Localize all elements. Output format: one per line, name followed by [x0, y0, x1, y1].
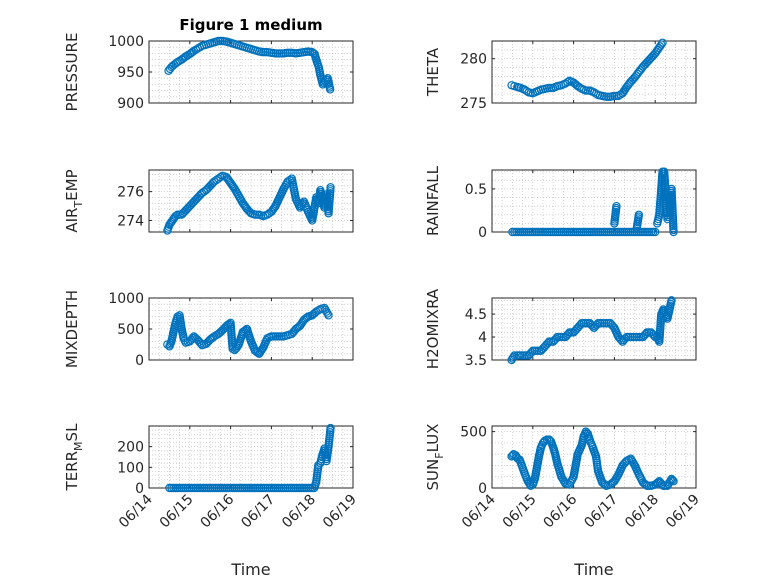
data-point: [651, 227, 660, 237]
y-tick-label: 0.5: [465, 182, 487, 198]
y-tick-label: 276: [117, 185, 144, 201]
y-tick-label: 280: [460, 52, 487, 68]
axes-box: [491, 425, 697, 489]
y-tick-label: 900: [117, 96, 144, 112]
data-point: [669, 477, 678, 486]
data-point: [669, 227, 678, 237]
y-tick-label: 274: [117, 213, 144, 229]
x-tick-label: 06/16: [198, 491, 238, 531]
y-tick-label: 4: [478, 330, 487, 346]
data-point: [191, 45, 201, 54]
data-point: [658, 38, 667, 47]
series-markers: [507, 296, 676, 365]
x-tick-label: 06/14: [116, 491, 156, 531]
data-point: [667, 474, 676, 484]
y-tick-label: 3.5: [465, 353, 487, 369]
figure-title: Figure 1 medium: [179, 16, 322, 34]
x-tick-label: 06/17: [581, 492, 621, 532]
subplot-rainfall: 0 0.5 RAINFALL: [424, 165, 697, 241]
data-point: [657, 40, 666, 49]
xlabel-right: Time: [573, 560, 613, 579]
series-markers: [508, 167, 678, 237]
x-tick-label: 06/19: [320, 492, 360, 532]
subplot-mixdepth: 0 500 1000 MIXDEPTH: [63, 290, 354, 369]
x-tick-label: 06/18: [622, 492, 662, 532]
subplot-sun: 0 500 06/14 06/15 06/16 06/17 06/18 06/19 SUNFLU…: [424, 424, 703, 532]
y-tick-label: 275: [460, 96, 487, 112]
y-axis-label: PRESSURE: [63, 33, 81, 112]
y-tick-label: 500: [117, 322, 144, 338]
x-tick-label: 06/18: [279, 492, 319, 532]
data-point: [612, 201, 621, 211]
x-tick-label: 06/17: [238, 492, 278, 532]
subplot-pressure: 900 950 1000 PRESSURE: [63, 33, 354, 112]
x-tick-label: 06/19: [663, 492, 703, 532]
y-tick-label: 0: [135, 353, 144, 369]
y-tick-label: 0: [135, 481, 144, 497]
x-tick-label: 06/16: [541, 491, 581, 531]
y-axis-label: MIXDEPTH: [63, 290, 81, 368]
series-markers: [163, 171, 335, 235]
x-tick-label: 06/15: [500, 492, 540, 532]
data-point: [324, 311, 333, 320]
axes-box: [491, 40, 697, 104]
y-tick-label: 950: [117, 65, 144, 81]
y-tick-label: 200: [117, 440, 144, 456]
x-tick-label: 06/15: [157, 492, 197, 532]
y-axis-label: SUNFLUX: [424, 424, 446, 491]
subplot-theta: 275 280 THETA: [424, 38, 697, 112]
series-markers: [165, 423, 335, 493]
subplot-air: 274 276 AIRTEMP: [63, 169, 354, 235]
series-markers: [507, 38, 667, 102]
y-axis-label: AIRTEMP: [63, 169, 85, 232]
series-markers: [507, 427, 678, 490]
data-point: [326, 183, 335, 192]
y-axis-label: TERRMSL: [63, 423, 85, 492]
series-markers: [164, 36, 335, 94]
data-point: [326, 423, 335, 433]
data-point: [189, 46, 199, 56]
subplot-h2omixra: 3.5 4 4.5 H2OMIXRA: [424, 288, 697, 369]
y-axis-label: H2OMIXRA: [424, 288, 442, 369]
data-point: [207, 180, 216, 189]
axes-box: [491, 297, 697, 361]
data-point: [634, 210, 644, 219]
y-tick-label: 1000: [108, 291, 144, 307]
y-axis-label: THETA: [424, 47, 442, 97]
y-axis-label: RAINFALL: [424, 165, 442, 236]
xlabel-left: Time: [230, 560, 270, 579]
data-point: [195, 191, 204, 201]
data-point: [510, 351, 519, 360]
data-point: [301, 314, 310, 323]
series-markers: [163, 303, 333, 358]
y-tick-label: 100: [117, 460, 144, 476]
y-tick-label: 4.5: [465, 307, 487, 323]
data-point: [563, 77, 572, 87]
y-tick-label: 500: [460, 425, 487, 441]
data-point: [171, 211, 180, 221]
data-point: [667, 296, 676, 305]
data-point: [325, 85, 335, 94]
y-tick-label: 1000: [108, 34, 144, 50]
data-point: [668, 475, 677, 485]
axes-box: [148, 169, 354, 233]
y-tick-label: 0: [478, 225, 487, 241]
y-tick-label: 0: [478, 481, 487, 497]
x-tick-label: 06/14: [459, 491, 499, 531]
subplot-terr: 0 100 200 06/14 06/15 06/16 06/17 06/18 06/19 TER…: [63, 423, 360, 531]
